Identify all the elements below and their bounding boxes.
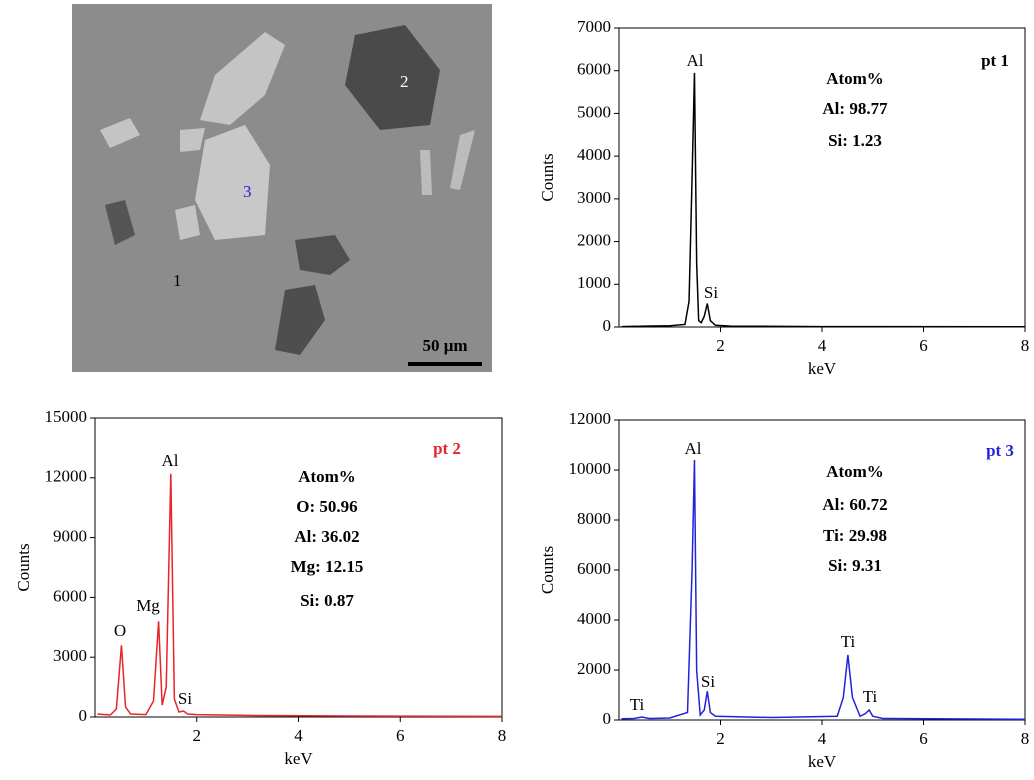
y-tick-label: 7000 xyxy=(577,17,611,36)
image-label: 3 xyxy=(243,182,252,201)
y-axis-label: Counts xyxy=(538,546,557,594)
y-tick-label: 1000 xyxy=(577,273,611,292)
peak-label: Si xyxy=(178,689,192,708)
y-tick-label: 3000 xyxy=(53,646,87,665)
panel-label: pt 1 xyxy=(981,51,1009,70)
x-tick-label: 4 xyxy=(818,336,827,355)
y-tick-label: 0 xyxy=(603,316,612,335)
peak-label: Al xyxy=(685,439,702,458)
spectrum-line xyxy=(621,72,1026,328)
y-tick-label: 9000 xyxy=(53,527,87,546)
y-tick-label: 12000 xyxy=(569,409,612,428)
light-particle xyxy=(175,205,200,240)
composition-text: Atom% xyxy=(298,467,356,486)
y-tick-label: 6000 xyxy=(53,586,87,605)
y-tick-label: 0 xyxy=(603,709,612,728)
composition-text: Al: 98.77 xyxy=(822,99,888,118)
scale-bar-label: 50 μm xyxy=(422,336,467,355)
peak-label: Al xyxy=(687,51,704,70)
composition-text: Si: 9.31 xyxy=(828,556,882,575)
peak-label: Ti xyxy=(630,695,645,714)
light-particle xyxy=(200,32,285,125)
light-particle xyxy=(195,125,270,240)
dark-particle xyxy=(105,200,135,245)
composition-text: Atom% xyxy=(826,462,884,481)
x-tick-label: 2 xyxy=(193,726,202,745)
spectrum-line xyxy=(621,459,1026,720)
x-tick-label: 4 xyxy=(818,729,827,748)
x-tick-label: 6 xyxy=(396,726,405,745)
peak-label: Si xyxy=(701,672,715,691)
composition-text: O: 50.96 xyxy=(296,497,357,516)
image-label: 2 xyxy=(400,72,409,91)
y-tick-label: 10000 xyxy=(569,459,612,478)
x-tick-label: 8 xyxy=(498,726,507,745)
x-tick-label: 2 xyxy=(716,729,725,748)
y-axis-label: Counts xyxy=(14,543,33,591)
spectrum-line xyxy=(97,473,503,718)
composition-text: Al: 60.72 xyxy=(822,495,887,514)
composition-text: Ti: 29.98 xyxy=(823,526,887,545)
x-tick-label: 6 xyxy=(919,336,928,355)
light-particle xyxy=(420,150,432,195)
composition-text: Atom% xyxy=(826,69,884,88)
composition-text: Si: 1.23 xyxy=(828,131,882,150)
x-tick-label: 8 xyxy=(1021,729,1030,748)
light-particle xyxy=(100,118,140,148)
sem-image: 1 2 3 50 μm xyxy=(72,4,492,372)
peak-label: Ti xyxy=(863,687,878,706)
dark-particle xyxy=(275,285,325,355)
composition-text: Si: 0.87 xyxy=(300,591,354,610)
panel-label: pt 2 xyxy=(433,439,461,458)
x-tick-label: 4 xyxy=(294,726,303,745)
x-axis-label: keV xyxy=(808,752,837,771)
y-tick-label: 3000 xyxy=(577,188,611,207)
peak-label: Al xyxy=(162,451,179,470)
composition-text: Mg: 12.15 xyxy=(291,557,364,576)
x-tick-label: 2 xyxy=(716,336,725,355)
y-tick-label: 2000 xyxy=(577,659,611,678)
y-tick-label: 2000 xyxy=(577,230,611,249)
plot-frame xyxy=(618,27,1026,328)
image-label: 1 xyxy=(173,271,182,290)
y-tick-label: 15000 xyxy=(45,407,88,426)
x-axis-label: keV xyxy=(808,359,837,378)
peak-label: Mg xyxy=(136,596,160,615)
plot-frame xyxy=(618,419,1026,721)
y-tick-label: 4000 xyxy=(577,145,611,164)
light-particle xyxy=(450,130,475,190)
x-tick-label: 8 xyxy=(1021,336,1030,355)
y-tick-label: 4000 xyxy=(577,609,611,628)
y-tick-label: 5000 xyxy=(577,102,611,121)
peak-label: Ti xyxy=(841,632,856,651)
x-axis-label: keV xyxy=(284,749,313,768)
y-tick-label: 6000 xyxy=(577,60,611,79)
composition-text: Al: 36.02 xyxy=(294,527,359,546)
panel-label: pt 3 xyxy=(986,441,1014,460)
y-tick-label: 12000 xyxy=(45,467,88,486)
y-tick-label: 6000 xyxy=(577,559,611,578)
y-tick-label: 8000 xyxy=(577,509,611,528)
y-tick-label: 0 xyxy=(79,706,88,725)
x-tick-label: 6 xyxy=(919,729,928,748)
light-particle xyxy=(180,128,205,152)
y-axis-label: Counts xyxy=(538,153,557,201)
peak-label: O xyxy=(114,621,126,640)
peak-label: Si xyxy=(704,283,718,302)
dark-particle xyxy=(345,25,440,130)
dark-particle xyxy=(295,235,350,275)
